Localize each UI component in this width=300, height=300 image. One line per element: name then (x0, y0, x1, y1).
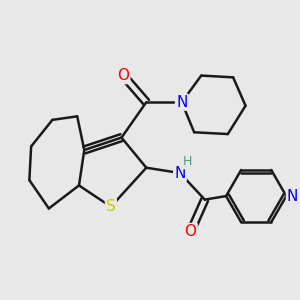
Text: N: N (287, 189, 298, 204)
Text: N: N (174, 166, 186, 181)
Text: O: O (184, 224, 196, 239)
Text: N: N (176, 95, 188, 110)
Text: O: O (117, 68, 129, 83)
Text: S: S (106, 199, 116, 214)
Text: H: H (183, 155, 193, 168)
